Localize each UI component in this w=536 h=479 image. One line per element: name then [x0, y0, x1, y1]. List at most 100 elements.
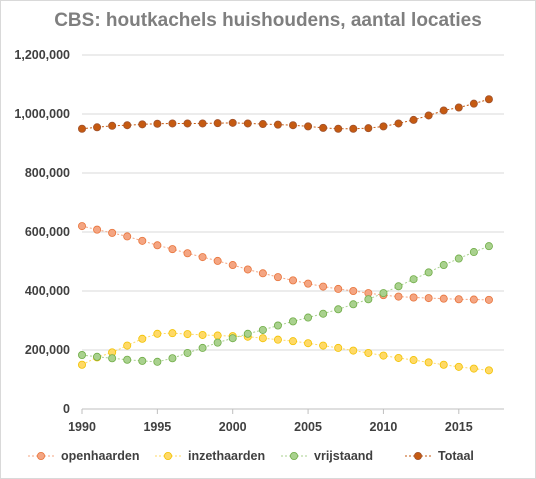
data-point-totaal	[364, 124, 373, 133]
legend-item-inzethaarden: inzethaarden	[155, 449, 265, 463]
legend-item-openhaarden: openhaarden	[28, 449, 140, 463]
series-openhaarden	[78, 222, 493, 304]
data-point-inzethaarden	[78, 360, 87, 369]
data-point-openhaarden	[439, 294, 448, 303]
data-point-openhaarden	[273, 273, 282, 282]
legend-label: openhaarden	[61, 449, 140, 463]
data-point-inzethaarden	[138, 334, 147, 343]
data-point-vrijstaand	[288, 317, 297, 326]
data-point-vrijstaand	[228, 334, 237, 343]
data-point-openhaarden	[394, 292, 403, 301]
data-point-inzethaarden	[273, 335, 282, 344]
data-point-totaal	[454, 103, 463, 112]
data-point-totaal	[258, 120, 267, 129]
data-point-totaal	[138, 120, 147, 129]
data-point-inzethaarden	[409, 356, 418, 365]
data-point-openhaarden	[304, 279, 313, 288]
data-point-totaal	[228, 118, 237, 127]
data-point-openhaarden	[424, 294, 433, 303]
chart-title: CBS: houtkachels huishoudens, aantal loc…	[54, 10, 482, 31]
data-point-vrijstaand	[93, 352, 102, 361]
data-point-inzethaarden	[469, 364, 478, 373]
data-point-openhaarden	[288, 276, 297, 285]
data-point-inzethaarden	[364, 348, 373, 357]
data-point-totaal	[334, 124, 343, 133]
data-point-openhaarden	[334, 284, 343, 293]
data-point-openhaarden	[153, 241, 162, 250]
data-point-totaal	[93, 123, 102, 132]
data-point-totaal	[243, 119, 252, 128]
data-point-openhaarden	[454, 295, 463, 304]
data-point-vrijstaand	[469, 248, 478, 257]
data-point-inzethaarden	[349, 346, 358, 355]
data-point-inzethaarden	[319, 341, 328, 350]
data-point-vrijstaand	[424, 268, 433, 277]
data-point-openhaarden	[168, 245, 177, 254]
data-point-vrijstaand	[123, 355, 132, 364]
data-point-vrijstaand	[168, 354, 177, 363]
data-point-vrijstaand	[304, 313, 313, 322]
data-point-inzethaarden	[213, 331, 222, 340]
y-tick-label: 200,000	[25, 343, 70, 357]
data-point-vrijstaand	[258, 325, 267, 334]
data-point-totaal	[288, 121, 297, 130]
y-tick-label: 1,000,000	[14, 107, 70, 121]
data-point-openhaarden	[258, 269, 267, 278]
legend-item-vrijstaand: vrijstaand	[281, 449, 373, 463]
data-point-totaal	[379, 122, 388, 131]
data-point-vrijstaand	[394, 282, 403, 291]
y-axis-ticks: 0 200,000 400,000 600,000 800,000 1,000,000 1,…	[14, 48, 70, 416]
series-line-vrijstaand	[81, 245, 490, 363]
data-point-vrijstaand	[319, 309, 328, 318]
data-point-vrijstaand	[108, 354, 117, 363]
data-point-openhaarden	[78, 222, 87, 231]
data-point-openhaarden	[213, 256, 222, 265]
data-point-vrijstaand	[349, 300, 358, 309]
data-point-vrijstaand	[409, 275, 418, 284]
x-tick-label: 1995	[143, 420, 171, 434]
data-point-openhaarden	[349, 286, 358, 295]
x-tick-label: 2010	[370, 420, 398, 434]
data-point-vrijstaand	[379, 289, 388, 298]
data-point-totaal	[273, 120, 282, 129]
legend-marker	[413, 451, 422, 460]
data-point-totaal	[78, 124, 87, 133]
data-point-openhaarden	[93, 225, 102, 234]
data-point-openhaarden	[108, 228, 117, 237]
data-point-vrijstaand	[138, 356, 147, 365]
data-point-totaal	[123, 121, 132, 130]
data-point-openhaarden	[319, 282, 328, 291]
data-point-inzethaarden	[379, 351, 388, 360]
x-axis-ticks: 1990 1995 2000 2005 2010 2015	[68, 409, 473, 434]
x-tick-label: 2000	[219, 420, 247, 434]
data-point-totaal	[198, 119, 207, 128]
data-point-vrijstaand	[183, 348, 192, 357]
data-point-inzethaarden	[123, 341, 132, 350]
data-point-inzethaarden	[304, 339, 313, 348]
data-point-inzethaarden	[334, 343, 343, 352]
data-point-vrijstaand	[273, 321, 282, 330]
data-point-inzethaarden	[288, 337, 297, 346]
data-point-totaal	[424, 111, 433, 120]
data-point-totaal	[469, 99, 478, 108]
data-point-totaal	[409, 115, 418, 124]
data-point-inzethaarden	[424, 358, 433, 367]
series-line-totaal	[81, 98, 490, 130]
data-point-totaal	[213, 119, 222, 128]
data-point-inzethaarden	[153, 329, 162, 338]
data-point-vrijstaand	[213, 338, 222, 347]
data-point-openhaarden	[123, 232, 132, 241]
x-tick-label: 2015	[445, 420, 473, 434]
y-tick-label: 800,000	[25, 166, 70, 180]
data-point-vrijstaand	[334, 305, 343, 314]
data-point-totaal	[168, 119, 177, 128]
data-point-inzethaarden	[484, 366, 493, 375]
data-point-openhaarden	[243, 265, 252, 274]
data-point-inzethaarden	[168, 329, 177, 338]
legend-label: inzethaarden	[188, 449, 265, 463]
data-point-openhaarden	[484, 295, 493, 304]
series-group	[78, 95, 493, 375]
data-point-totaal	[319, 123, 328, 132]
data-point-vrijstaand	[439, 261, 448, 270]
